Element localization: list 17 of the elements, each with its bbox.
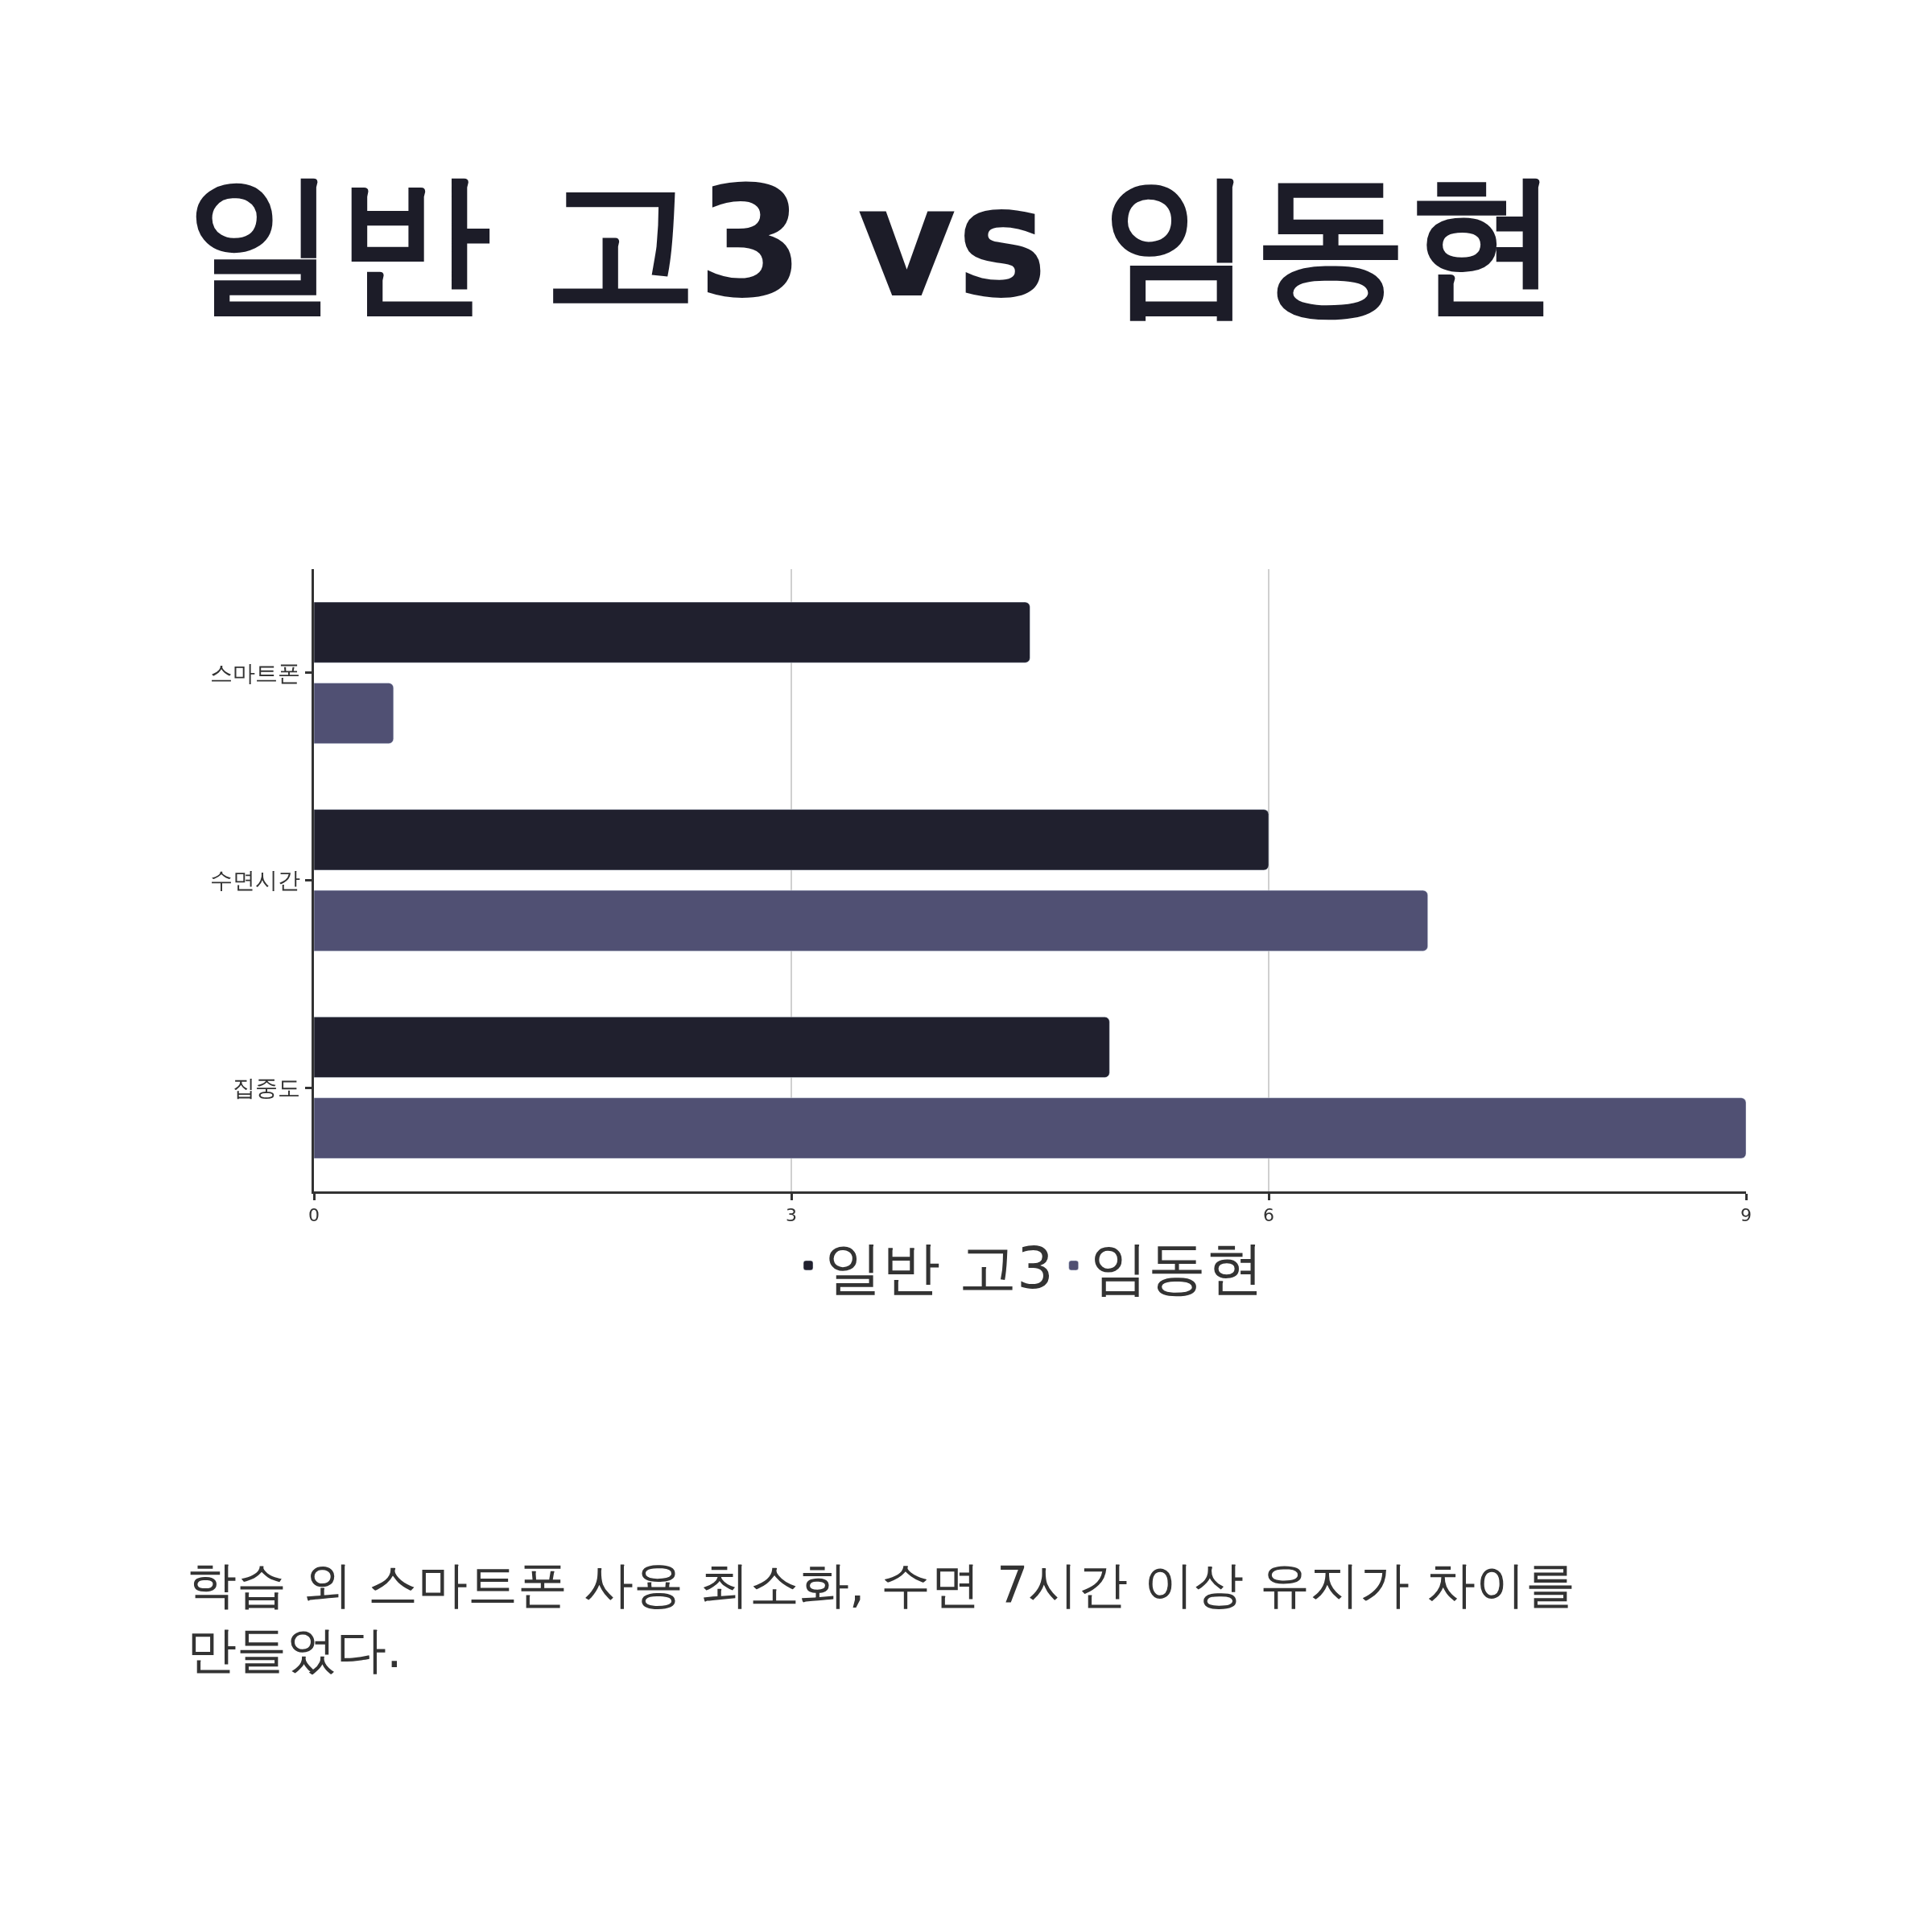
text: 학습 외 스마트폰 사용 최소화, 수면 7시간 이상 유지가 차이를 만들었다. xyxy=(187,1555,1575,1679)
bar xyxy=(314,890,1428,952)
x-tick-label: 6 xyxy=(1263,1205,1274,1226)
legend-label: 일반 고3 xyxy=(824,1234,1054,1302)
y-tick-label: 수면시간 xyxy=(210,867,301,894)
chart-title: 일반 고3 vs 임동현 xyxy=(185,153,1560,332)
bar xyxy=(314,601,1030,663)
x-tick-label: 9 xyxy=(1740,1205,1752,1226)
y-tick-label: 스마트폰 xyxy=(210,659,301,687)
x-tick-label: 3 xyxy=(786,1205,797,1226)
bar xyxy=(314,1016,1110,1078)
bar xyxy=(314,809,1269,871)
legend-label: 임동현 xyxy=(1089,1234,1264,1302)
bar xyxy=(314,683,394,745)
y-tick-label: 집중도 xyxy=(233,1074,301,1101)
bar xyxy=(314,1097,1746,1159)
x-tick-label: 0 xyxy=(308,1205,320,1226)
